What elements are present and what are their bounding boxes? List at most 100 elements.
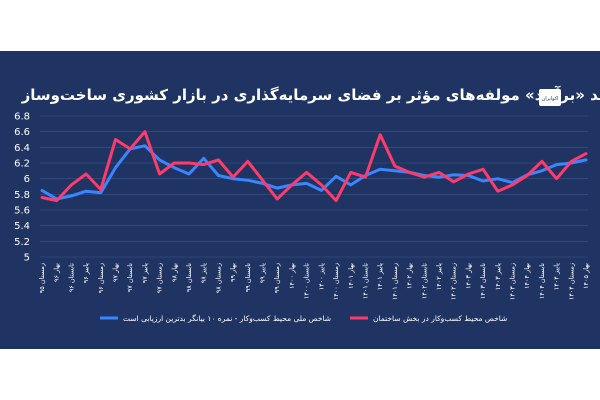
data-point-series-2 bbox=[261, 179, 264, 181]
x-tick-label: بهار ۱۴۰۲ bbox=[406, 263, 414, 289]
data-point-series-1 bbox=[438, 176, 440, 178]
x-tick-label: تابستان ۹۶ bbox=[67, 263, 75, 292]
x-tick-label: پاییز ۱۴۰۴ bbox=[553, 263, 561, 290]
data-point-series-2 bbox=[291, 184, 293, 186]
data-point-series-2 bbox=[276, 198, 279, 200]
x-tick-label: تابستان ۱۴۰۴ bbox=[538, 263, 546, 299]
data-point-series-2 bbox=[555, 177, 558, 180]
x-tick-label: تابستان ۱۴۰۱ bbox=[361, 263, 369, 299]
data-point-series-1 bbox=[217, 174, 220, 177]
y-tick-label: 5.8 bbox=[14, 190, 30, 201]
data-point-series-2 bbox=[423, 176, 426, 178]
series-line-1 bbox=[40, 144, 588, 201]
y-tick-label: 5.6 bbox=[14, 206, 30, 217]
data-point-series-2 bbox=[511, 184, 514, 186]
data-point-series-2 bbox=[438, 171, 440, 174]
data-point-series-1 bbox=[379, 168, 382, 171]
data-point-series-2 bbox=[114, 138, 117, 141]
logo-text: اکوایران bbox=[542, 96, 559, 102]
x-tick-label: بهار ۹۷ bbox=[112, 263, 120, 282]
data-point-series-2 bbox=[526, 174, 528, 177]
x-tick-label: زمستان ۹۸ bbox=[214, 263, 222, 293]
chart-panel bbox=[0, 51, 600, 349]
data-point-series-1 bbox=[320, 189, 323, 192]
data-point-series-2 bbox=[585, 152, 587, 155]
data-point-series-2 bbox=[173, 162, 176, 164]
data-point-series-2 bbox=[158, 173, 161, 175]
y-tick-label: 6.2 bbox=[14, 159, 30, 170]
x-tick-label: بهار ۱۴۰۱ bbox=[347, 263, 355, 289]
data-point-series-2 bbox=[305, 171, 308, 174]
data-point-series-2 bbox=[100, 188, 102, 191]
x-tick-label: زمستان ۹۹ bbox=[273, 263, 281, 293]
data-point-series-2 bbox=[217, 159, 220, 161]
x-tick-label: پاییز ۱۴۰۰ bbox=[317, 263, 325, 290]
data-point-series-2 bbox=[570, 160, 573, 163]
data-point-series-2 bbox=[541, 160, 543, 163]
data-point-series-2 bbox=[70, 184, 73, 186]
x-tick-label: تابستان ۹۸ bbox=[185, 263, 193, 292]
x-tick-label: زمستان ۱۴۰۲ bbox=[450, 263, 458, 300]
x-tick-label: بهار ۱۴۰۳ bbox=[464, 263, 472, 289]
x-tick-label: تابستان ۱۴۰۳ bbox=[479, 263, 487, 299]
logo-badge: اکوایران bbox=[539, 89, 561, 106]
data-point-series-2 bbox=[452, 181, 455, 183]
legend: شاخص ملی محیط کسب‌وکار - نمره ۱۰ بیانگر … bbox=[100, 314, 507, 323]
data-point-series-1 bbox=[555, 163, 558, 166]
y-tick-label: 6 bbox=[24, 174, 30, 185]
x-tick-label: تابستان ۹۹ bbox=[244, 263, 252, 292]
data-point-series-1 bbox=[452, 174, 455, 176]
y-tick-label: 6.8 bbox=[14, 112, 30, 123]
data-point-series-2 bbox=[394, 165, 396, 167]
y-axis-ticks: 5 5.2 5.4 5.6 5.8 6 6.2 6.4 6.6 6.8 bbox=[14, 112, 30, 264]
x-tick-label: زمستان ۹۷ bbox=[156, 263, 164, 293]
legend-label-series-2: شاخص محیط کسب‌وکار در بخش ساختمان bbox=[373, 314, 507, 323]
data-point-series-1 bbox=[158, 159, 161, 161]
data-point-series-2 bbox=[232, 176, 234, 178]
data-point-series-1 bbox=[70, 195, 73, 197]
x-tick-label: بهار ۱۴۰۰ bbox=[288, 263, 296, 289]
x-axis-ticks: زمستان ۹۵ بهار ۹۶ تابستان ۹۶ پاییز ۹۶ زمستان… bbox=[38, 263, 590, 300]
x-tick-label: زمستان ۹۶ bbox=[97, 263, 105, 293]
x-tick-label: پاییز ۱۴۰۲ bbox=[435, 263, 443, 290]
x-tick-label: پاییز ۹۸ bbox=[200, 263, 208, 283]
data-point-series-1 bbox=[202, 157, 205, 160]
x-tick-label: زمستان ۱۴۰۱ bbox=[391, 263, 399, 300]
data-point-series-2 bbox=[247, 160, 249, 163]
data-point-series-2 bbox=[129, 148, 131, 150]
data-point-series-2 bbox=[497, 190, 499, 192]
data-point-series-2 bbox=[408, 171, 411, 174]
data-point-series-1 bbox=[114, 166, 117, 169]
data-point-series-1 bbox=[188, 173, 190, 175]
x-tick-label: زمستان ۱۴۰۰ bbox=[332, 263, 340, 300]
x-tick-label: تابستان ۱۴۰۲ bbox=[420, 263, 428, 299]
data-point-series-1 bbox=[85, 190, 87, 192]
x-tick-label: زمستان ۱۴۰۴ bbox=[567, 263, 575, 300]
chart-title: روند «برآیند» مولفه‌های مؤثر بر فضای سرم… bbox=[21, 86, 600, 104]
x-tick-label: پاییز ۱۴۰۳ bbox=[494, 263, 502, 290]
x-tick-label: بهار ۱۴۰۴ bbox=[523, 263, 531, 289]
logo-box bbox=[539, 89, 561, 106]
data-point-series-1 bbox=[100, 192, 102, 194]
data-point-series-2 bbox=[55, 199, 58, 202]
data-point-series-2 bbox=[144, 130, 146, 133]
data-point-series-2 bbox=[41, 196, 43, 199]
y-tick-label: 5.4 bbox=[14, 221, 30, 232]
data-point-series-2 bbox=[482, 168, 484, 171]
data-point-series-1 bbox=[350, 184, 352, 186]
data-point-series-1 bbox=[335, 175, 337, 178]
x-tick-label: زمستان ۱۴۰۳ bbox=[508, 263, 516, 300]
data-point-series-1 bbox=[482, 180, 484, 182]
x-tick-label: زمستان ۹۵ bbox=[38, 263, 46, 293]
data-point-series-2 bbox=[467, 173, 470, 175]
data-point-series-2 bbox=[379, 134, 382, 136]
data-point-series-2 bbox=[350, 171, 352, 174]
x-tick-label: بهار ۹۸ bbox=[170, 263, 178, 282]
data-point-series-1 bbox=[173, 166, 176, 169]
data-point-series-1 bbox=[585, 159, 587, 161]
y-tick-label: 6.4 bbox=[14, 143, 30, 154]
data-point-series-1 bbox=[394, 170, 396, 172]
x-tick-label: بهار ۹۹ bbox=[229, 263, 237, 282]
series-line-2 bbox=[40, 130, 588, 203]
